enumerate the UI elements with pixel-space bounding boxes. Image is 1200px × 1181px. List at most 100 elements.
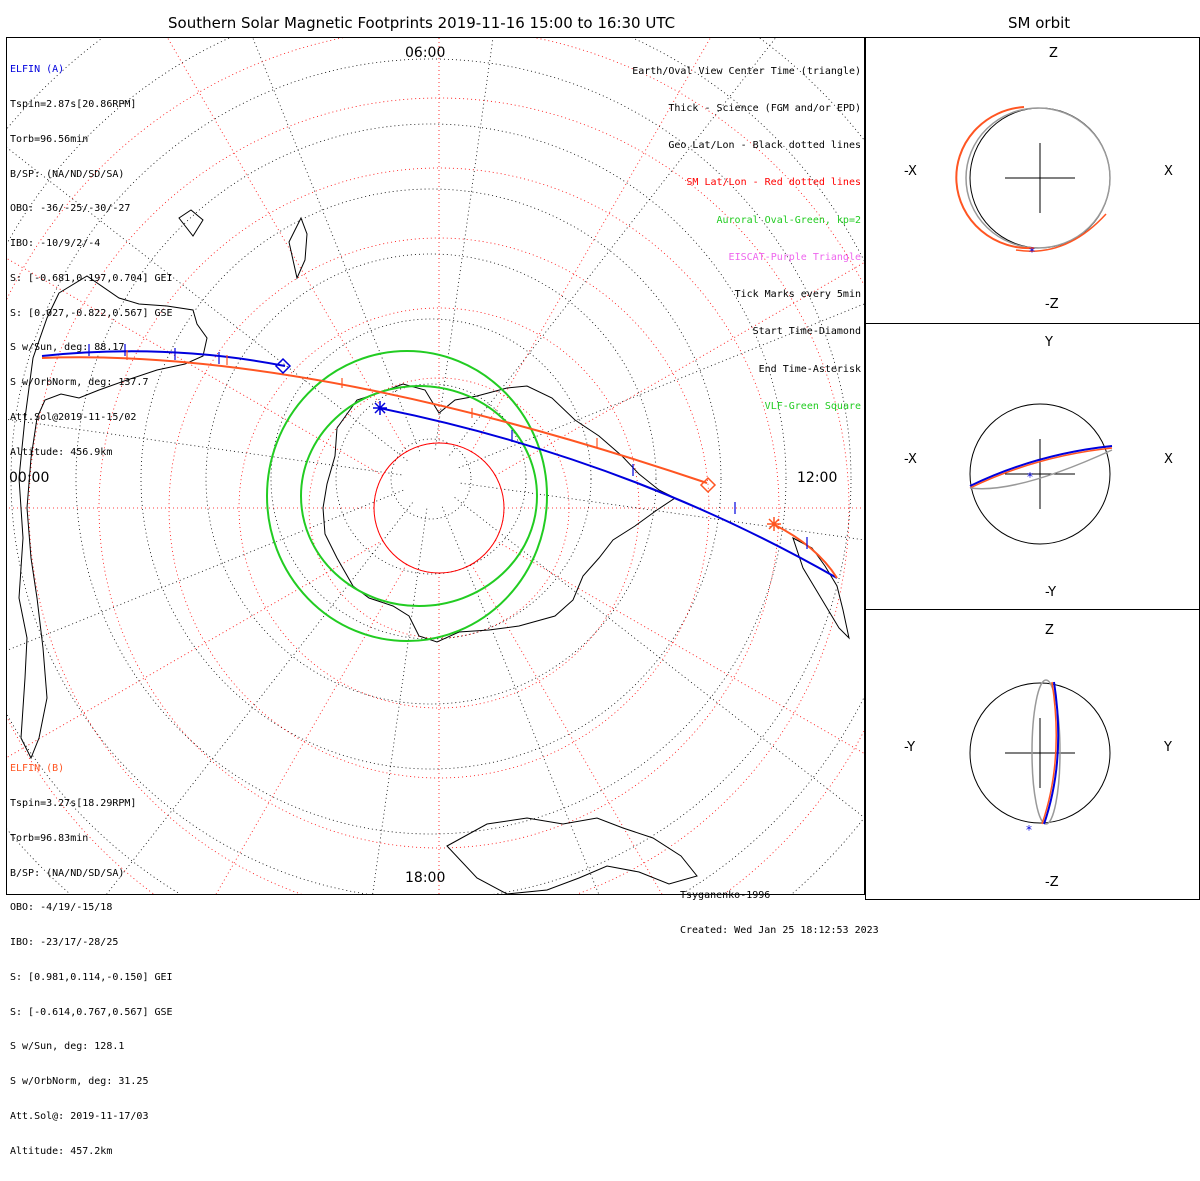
legend-entry: SM Lat/Lon - Red dotted lines [686, 177, 861, 189]
sm-latitude-circle [238, 307, 640, 709]
hour-label-00: 00:00 [9, 470, 50, 486]
probe-b-line-11: Altitude: 457.2km [10, 1145, 113, 1157]
earth-circle [969, 682, 1111, 824]
orbit-path-elfin-b [1015, 213, 1107, 252]
sm-solid-circle [373, 442, 505, 574]
axis-label-right: X [1164, 164, 1173, 179]
probe-a-line-10: Att.Sol@2019-11-15/02 [10, 412, 137, 423]
hour-label-18: 18:00 [405, 870, 446, 886]
probe-a-line-1: Tspin=2.87s[20.86RPM] [10, 98, 137, 110]
geo-meridian-line [7, 489, 404, 651]
orbit-path-elfin-a [1043, 681, 1060, 825]
axis-label-bottom: -Y [1045, 585, 1056, 600]
map-legend: Earth/Oval View Center Time (triangle) T… [632, 41, 861, 438]
legend-entry: Earth/Oval View Center Time (triangle) [632, 65, 861, 77]
axis-label-right: X [1164, 452, 1173, 467]
probe-a-line-6: S: [-0.681,0.197,0.704] GEI [10, 272, 173, 284]
legend-entry: VLF-Green Square [764, 400, 861, 412]
africa-coastline [792, 536, 850, 640]
auroral-oval-outer [266, 350, 548, 642]
probe-a-line-4: OBO: -36/-25/-30/-27 [10, 203, 131, 215]
sm-meridian-line [495, 540, 864, 754]
legend-entry: EISCAT-Purple Triangle [728, 251, 861, 263]
axis-label-left: -Y [904, 740, 915, 755]
orbit-path-grey [969, 449, 1113, 490]
island-coastline [288, 216, 308, 280]
antarctica-coastline [322, 383, 676, 643]
probe-b-line-3: B/SP: (NA/ND/SD/SA) [10, 867, 125, 879]
axis-label-left: -X [904, 164, 917, 179]
elfin-b-track-segment [772, 523, 838, 579]
probe-b-line-2: Torb=96.83min [10, 832, 89, 844]
sm-orbit-xz: Z -Z -X X * [904, 46, 1173, 312]
hour-label-12: 12:00 [797, 470, 838, 486]
orbit-path-elfin-b [955, 106, 1035, 250]
geo-meridian-line [454, 497, 864, 818]
geo-latitude-circle [335, 383, 527, 575]
elfin-b-track-segment [41, 356, 708, 484]
probe-a-name: ELFIN (A) [10, 64, 65, 76]
probe-a-line-8: S w/Sun, deg: 88.17 [10, 342, 125, 354]
sm-orbit-yz: Z -Z -Y Y * [904, 623, 1172, 890]
sm-meridian-line [471, 564, 663, 894]
sm-orbit-title: SM orbit [1008, 14, 1071, 32]
footprint-map [7, 38, 864, 894]
sm-latitude-circle [98, 167, 780, 849]
elfin-b-end-asterisk [767, 517, 781, 531]
geo-meridian-line [252, 38, 421, 452]
geo-meridian-line [449, 38, 777, 456]
geo-latitude-circle [75, 123, 787, 835]
elfin-a-track-segment [378, 407, 838, 579]
probe-b-line-6: S: [0.981,0.114,-0.150] GEI [10, 971, 173, 983]
legend-entry: Geo Lat/Lon - Black dotted lines [668, 140, 861, 152]
geo-latitude-circle [270, 318, 592, 640]
probe-b-line-10: Att.Sol@: 2019-11-17/03 [10, 1111, 149, 1122]
probe-b-line-7: S: [-0.614,0.767,0.567] GSE [10, 1006, 173, 1018]
probe-a-line-5: IBO: -10/9/2/-4 [10, 238, 101, 250]
legend-entry: End Time-Asterisk [758, 363, 861, 375]
probe-a-line-3: B/SP: (NA/ND/SD/SA) [10, 168, 125, 180]
elfin-b-start-diamond [699, 476, 717, 494]
probe-a-line-11: Altitude: 456.9km [10, 446, 113, 458]
probe-b-line-9: S w/OrbNorm, deg: 31.25 [10, 1076, 149, 1088]
map-title: Southern Solar Magnetic Footprints 2019-… [168, 14, 676, 32]
geo-latitude-circle [205, 253, 657, 705]
orbit-end-asterisk: * [1026, 823, 1032, 837]
probe-b-line-4: OBO: -4/19/-15/18 [10, 902, 113, 914]
legend-entry: Start Time-Diamond [752, 326, 861, 338]
elfin-a-start-diamond [274, 357, 292, 375]
geo-meridian-line [434, 38, 494, 450]
geo-latitude-circle [390, 438, 472, 520]
orbit-path-elfin-b [1041, 681, 1057, 825]
auroral-oval-inner [300, 385, 538, 607]
geo-meridian-line [372, 508, 428, 894]
orbit-path-grey [1031, 679, 1061, 825]
orbit-end-asterisk: * [1027, 470, 1033, 484]
probe-a-line-9: S w/OrbNorm, deg: 137.7 [10, 377, 149, 389]
axis-label-bottom: -Z [1045, 297, 1059, 312]
elfin-a-end-asterisk [373, 401, 387, 415]
model-credit: Tsyganenko-1996 Created: Wed Jan 25 18:1… [680, 867, 879, 960]
legend-entry: Auroral Oval-Green, kp=2 [716, 214, 862, 226]
geo-meridian-line [460, 482, 864, 541]
sm-latitude-circle [373, 442, 505, 574]
sm-orbit-xz-panel: Z -Z -X X * [865, 37, 1200, 324]
model-name: Tsyganenko-1996 [680, 890, 771, 902]
orbit-path-elfin-b [969, 447, 1113, 489]
sm-orbit-yz-panel: Z -Z -Y Y * [865, 609, 1200, 900]
geo-meridian-line [458, 303, 864, 469]
axis-label-bottom: -Z [1045, 875, 1059, 890]
probe-b-info: ELFIN (B) Tspin=3.27s[18.29RPM] Torb=96.… [10, 740, 173, 1181]
geo-meridian-line [441, 506, 600, 894]
island-coastline [178, 209, 204, 237]
probe-b-name: ELFIN (B) [10, 763, 65, 775]
sm-orbit-xy: Y -Y -X X * [904, 335, 1173, 600]
sm-orbit-xy-panel: Y -Y -X X * [865, 323, 1200, 610]
hour-label-06: 06:00 [405, 45, 446, 61]
created-date: Created: Wed Jan 25 18:12:53 2023 [680, 924, 879, 936]
axis-label-top: Y [1044, 335, 1053, 350]
orbit-path-elfin-a [969, 445, 1113, 487]
probe-a-info: ELFIN (A) Tspin=2.87s[20.86RPM] Torb=96.… [10, 41, 173, 482]
axis-label-top: Z [1045, 623, 1054, 638]
legend-entry: Tick Marks every 5min [734, 289, 861, 301]
